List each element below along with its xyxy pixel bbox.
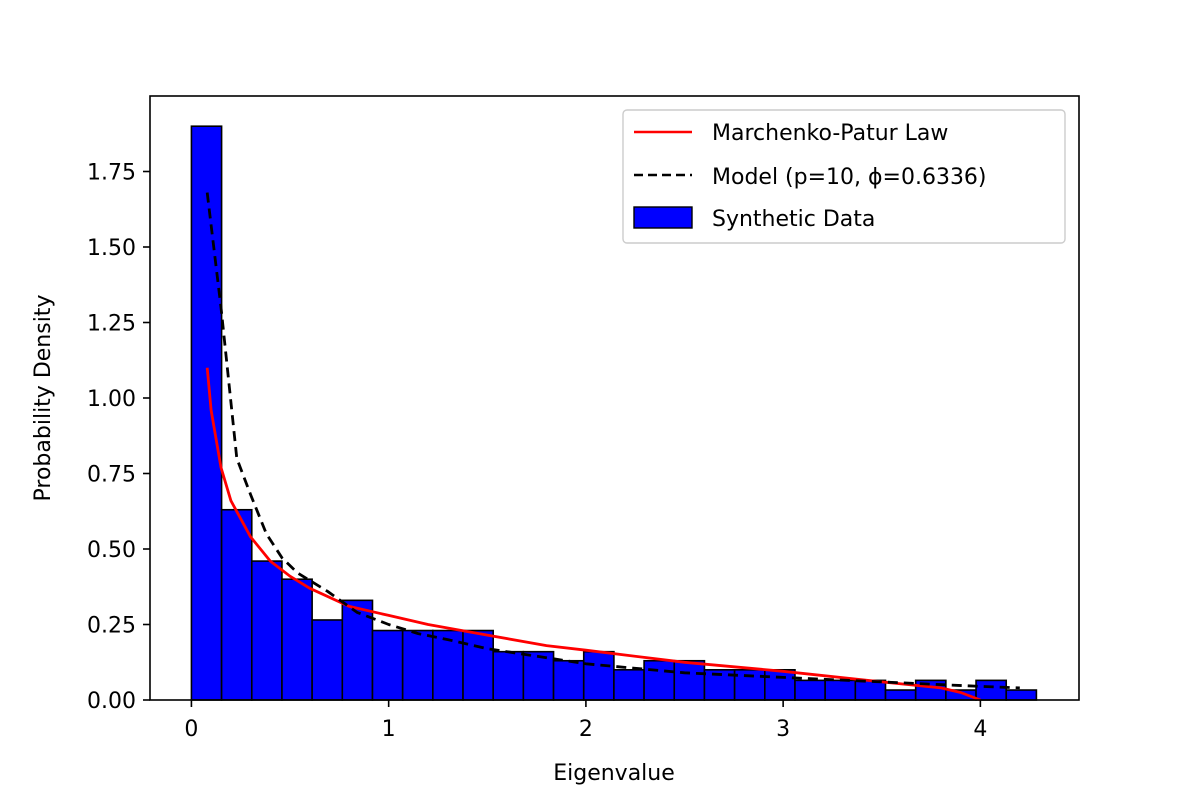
x-tick-label: 0 [184, 717, 198, 742]
x-tick-label: 2 [579, 717, 593, 742]
histogram-bar [794, 679, 826, 701]
x-axis-ticks: 0 1 2 3 4 [184, 700, 987, 742]
y-tick-label: 1.00 [87, 387, 136, 412]
y-tick-label: 0.75 [87, 463, 136, 488]
legend-box [622, 109, 1066, 244]
histogram-bar [673, 659, 706, 701]
x-axis-label: Eigenvalue [553, 761, 675, 786]
histogram-bar [613, 668, 645, 701]
y-tick-label: 0.25 [87, 614, 136, 639]
histogram-bar [492, 650, 525, 701]
histogram-bar [190, 125, 223, 701]
histogram-bar [552, 659, 585, 701]
legend-label-marchenko: Marchenko-Patur Law [712, 121, 948, 146]
y-tick-label: 1.25 [87, 312, 136, 337]
y-tick-label: 1.75 [87, 161, 136, 186]
x-tick-label: 4 [973, 717, 987, 742]
y-axis-label: Probability Density [31, 295, 56, 502]
histogram-bar [733, 668, 766, 701]
histogram-bar [220, 508, 253, 701]
histogram-bar [854, 679, 887, 701]
y-tick-label: 0.50 [87, 538, 136, 563]
histogram-bar [975, 679, 1008, 701]
legend-swatch-synthetic [633, 206, 693, 229]
histogram-bar [522, 650, 555, 701]
x-tick-label: 1 [382, 717, 396, 742]
x-tick-label: 3 [776, 717, 790, 742]
histogram-bar [824, 679, 857, 701]
histogram-bar [401, 629, 434, 701]
model-dashed-line [205, 192, 1020, 690]
legend: Marchenko-Patur Law Model (p=10, ϕ=0.633… [622, 109, 1066, 244]
histogram-bar [311, 619, 344, 701]
density-lines [205, 192, 1020, 702]
histogram-bar [582, 650, 615, 701]
y-tick-label: 1.50 [87, 236, 136, 261]
histogram-bars [190, 125, 1038, 701]
histogram-bar [1005, 689, 1038, 701]
histogram-bar [763, 668, 796, 701]
y-tick-label: 0.00 [87, 689, 136, 714]
histogram-bar [884, 689, 917, 701]
histogram-bar [250, 560, 283, 701]
histogram-bar [281, 578, 313, 701]
histogram-bar [371, 629, 404, 701]
legend-label-model: Model (p=10, ϕ=0.6336) [712, 165, 987, 190]
histogram-bar [643, 659, 676, 701]
y-axis-ticks: 0.00 0.25 0.50 0.75 1.00 1.25 1.50 1.75 [87, 161, 150, 714]
histogram-bar [462, 629, 494, 701]
legend-label-synthetic: Synthetic Data [712, 207, 875, 232]
